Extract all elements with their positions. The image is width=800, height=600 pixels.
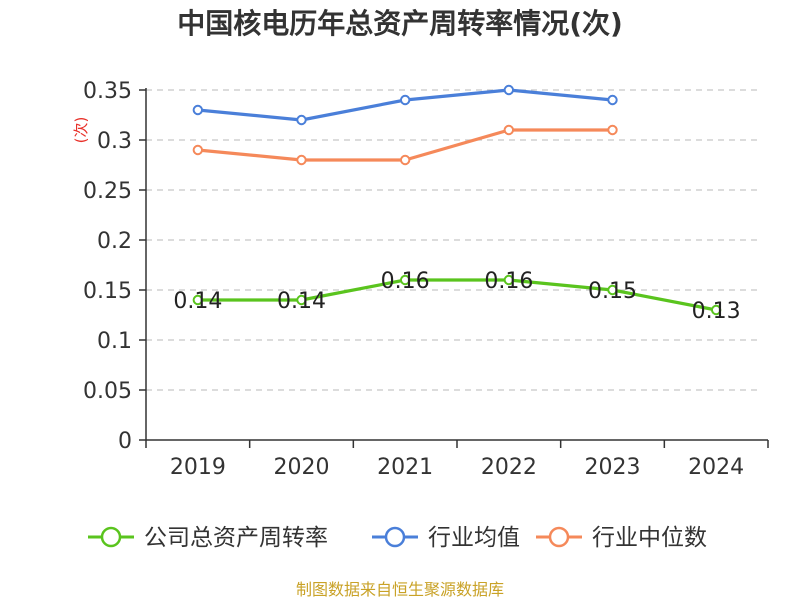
chart-title: 中国核电历年总资产周转率情况(次) (177, 7, 623, 40)
x-tick-label: 2020 (274, 455, 330, 480)
data-point[interactable] (192, 144, 204, 156)
y-tick-label: 0.25 (83, 179, 132, 204)
data-point[interactable] (399, 274, 411, 286)
y-tick-label: 0 (118, 429, 132, 454)
y-tick-label: 0.1 (97, 329, 132, 354)
y-axis-label: (次) (72, 117, 90, 144)
data-point[interactable] (710, 304, 722, 316)
y-tick-label: 0.3 (97, 129, 132, 154)
x-tick-label: 2019 (170, 455, 226, 480)
data-point[interactable] (399, 154, 411, 166)
source-note: 制图数据来自恒生聚源数据库 (296, 580, 504, 599)
data-point[interactable] (503, 124, 515, 136)
legend-item[interactable]: 行业均值 (372, 525, 520, 551)
x-tick-label: 2023 (585, 455, 641, 480)
series-lines (192, 84, 722, 316)
data-label: 0.16 (381, 269, 430, 294)
legend-marker-icon (384, 526, 406, 548)
legend-marker-icon (100, 526, 122, 548)
y-tick-label: 0.35 (83, 79, 132, 104)
y-tick-label: 0.05 (83, 379, 132, 404)
legend-item[interactable]: 行业中位数 (536, 525, 707, 551)
x-tick-label: 2022 (481, 455, 537, 480)
legend-label: 行业均值 (428, 525, 520, 551)
data-point[interactable] (607, 94, 618, 106)
axes: 0 0.05 0.1 0.15 0.2 0.25 0.3 0.35 2019 2020 2021 20… (83, 79, 769, 480)
data-label: 0.16 (484, 269, 533, 294)
legend-marker-icon (548, 526, 570, 548)
series-line (197, 278, 717, 312)
data-label: 0.14 (277, 289, 326, 314)
data-labels: 0.14 0.14 0.16 0.16 0.15 0.13 (173, 269, 740, 324)
data-point[interactable] (607, 284, 618, 296)
data-point[interactable] (296, 154, 307, 166)
data-point[interactable] (192, 104, 204, 116)
data-point[interactable] (503, 274, 515, 286)
data-point[interactable] (503, 84, 515, 96)
data-point[interactable] (296, 114, 307, 126)
data-point[interactable] (296, 294, 307, 306)
legend-label: 公司总资产周转率 (144, 525, 328, 551)
legend-label: 行业中位数 (592, 525, 707, 551)
data-label: 0.15 (588, 279, 637, 304)
data-label: 0.14 (173, 289, 222, 314)
gridlines (146, 89, 762, 391)
data-point[interactable] (607, 124, 618, 136)
legend-item[interactable]: 公司总资产周转率 (88, 525, 328, 551)
x-tick-label: 2021 (377, 455, 433, 480)
x-tick-label: 2024 (688, 455, 744, 480)
data-point[interactable] (399, 94, 411, 106)
data-label: 0.13 (692, 299, 741, 324)
data-point[interactable] (192, 294, 204, 306)
legend[interactable]: 公司总资产周转率 行业均值 行业中位数 (88, 525, 707, 551)
y-tick-label: 0.15 (83, 279, 132, 304)
y-tick-label: 0.2 (97, 229, 132, 254)
